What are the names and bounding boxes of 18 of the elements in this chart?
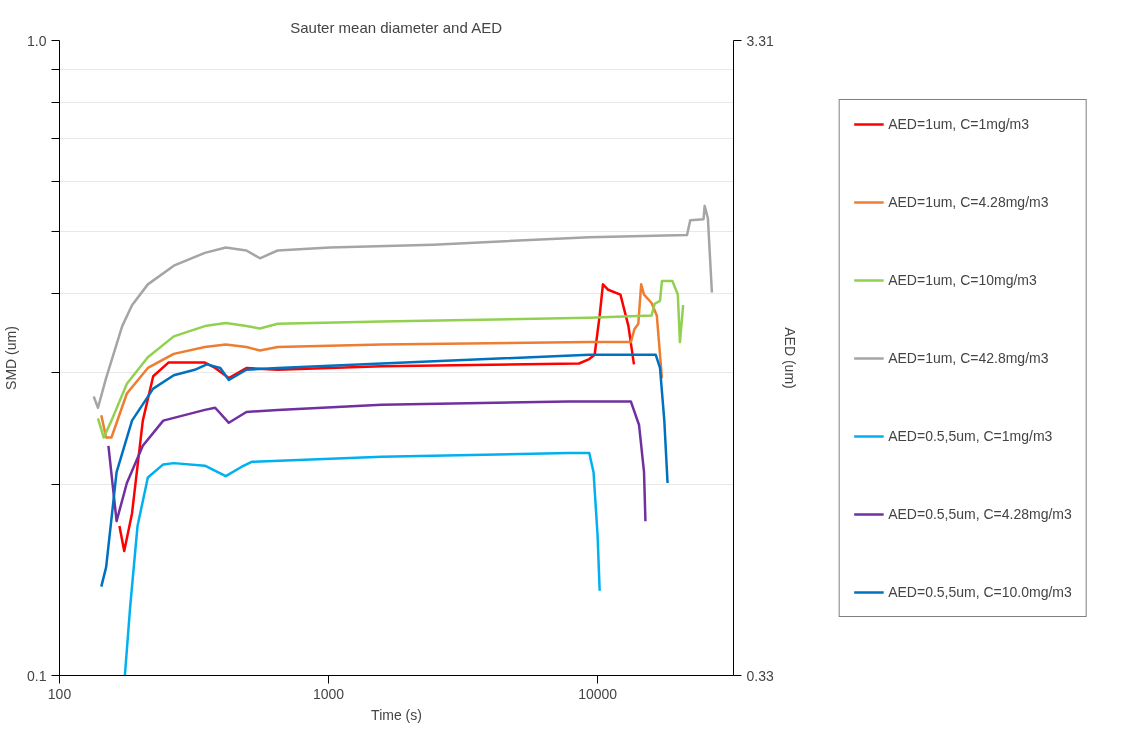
y2-axis-title: AED (um) (781, 327, 798, 389)
y2-tick-label: 3.31 (746, 32, 774, 49)
x-tick-label: 10000 (578, 685, 618, 702)
legend-label: AED=0.5,5um, C=10.0mg/m3 (888, 583, 1072, 600)
y-axis-title: SMD (um) (3, 326, 20, 390)
x-axis-title: Time (s) (371, 706, 422, 723)
legend-label: AED=1um, C=42.8mg/m3 (888, 349, 1049, 366)
legend-label: AED=1um, C=4.28mg/m3 (888, 193, 1049, 210)
chart-title: Sauter mean diameter and AED (290, 18, 503, 36)
x-tick-label: 1000 (312, 685, 345, 702)
legend-label: AED=1um, C=1mg/m3 (888, 115, 1030, 132)
y-tick-label: 0.1 (27, 667, 47, 684)
legend-label: AED=0.5,5um, C=1mg/m3 (888, 427, 1053, 444)
x-tick-label: 100 (47, 685, 72, 702)
y-tick-label: 1.0 (27, 32, 47, 49)
legend-label: AED=0.5,5um, C=4.28mg/m3 (888, 505, 1072, 522)
y2-tick-label: 0.33 (746, 667, 774, 684)
legend-label: AED=1um, C=10mg/m3 (888, 271, 1037, 288)
